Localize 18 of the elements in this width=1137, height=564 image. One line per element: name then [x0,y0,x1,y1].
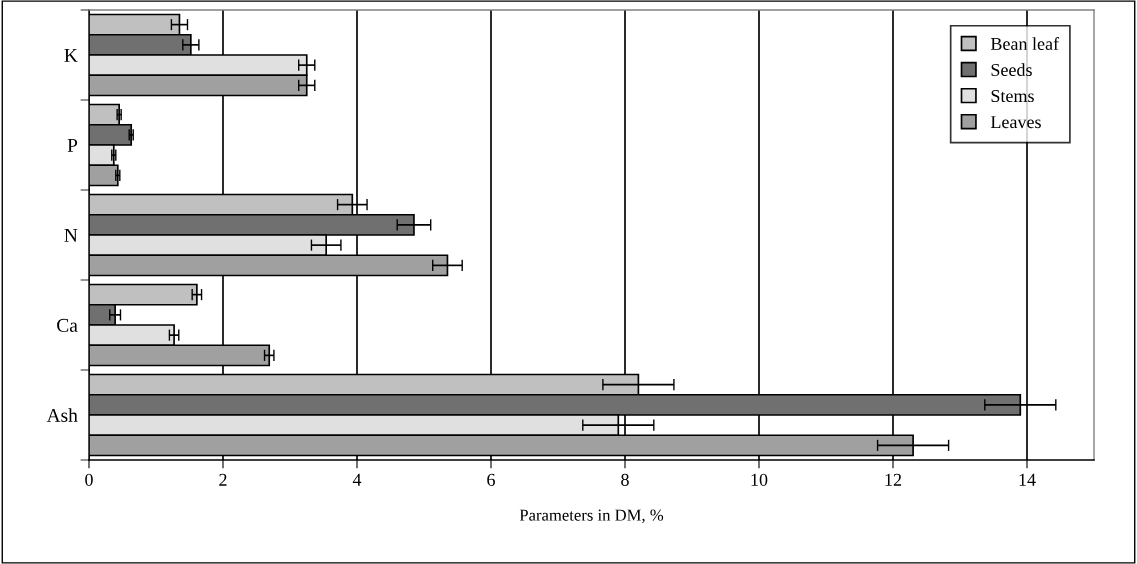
x-tick-label: 12 [885,473,902,486]
x-tick-label: 4 [352,473,362,486]
y-tick-label: P [67,139,78,152]
x-tick-label: 10 [751,473,768,486]
x-tick-label: 8 [621,473,629,486]
y-tick-label: Ca [57,318,78,332]
y-tick-label: N [64,229,78,242]
legend-label: Stems [991,89,1034,103]
x-tick-label: 2 [219,473,227,486]
y-tick-label: K [64,49,78,62]
x-axis-title: Parameters in DM, % [519,509,664,524]
x-tick-label: 6 [487,473,495,486]
legend-label: Leaves [990,116,1041,129]
legend-label: Bean leaf [990,37,1060,50]
x-tick-label: 0 [85,473,93,486]
legend-label: Seeds [991,63,1032,77]
y-tick-label: Ash [46,408,78,422]
x-tick-label: 14 [1019,473,1036,486]
